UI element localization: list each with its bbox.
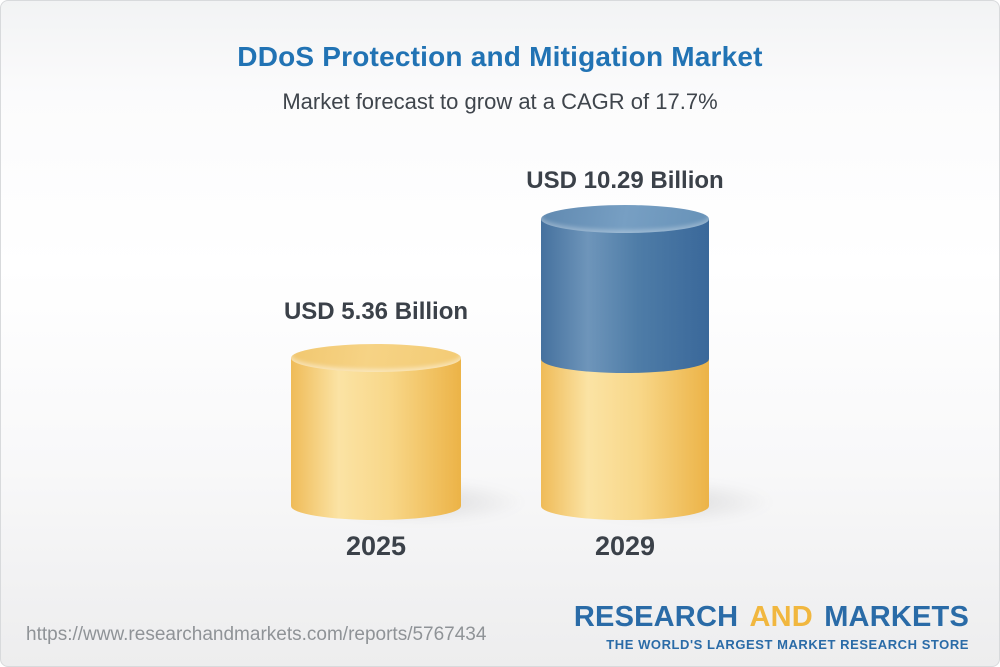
- cylinder-2025-cap: [291, 344, 461, 372]
- bar-2029-value-label: USD 10.29 Billion: [526, 167, 724, 194]
- logo-word-markets: MARKETS: [824, 601, 969, 633]
- cylinder-2025-body: [291, 358, 461, 520]
- cylinder-2029-blue-segment: [541, 219, 709, 373]
- brand-logo: RESEARCH AND MARKETS THE WORLD'S LARGEST…: [574, 601, 969, 652]
- logo-word-and: AND: [749, 601, 813, 633]
- logo-word-research: RESEARCH: [573, 601, 739, 633]
- cylinder-2029-yellow-segment: [541, 359, 709, 520]
- chart-subtitle: Market forecast to grow at a CAGR of 17.…: [282, 89, 718, 114]
- bar-2025-category-label: 2025: [345, 531, 407, 561]
- bar-2029-category-label: 2029: [594, 531, 656, 561]
- report-url: https://www.researchandmarkets.com/repor…: [26, 624, 487, 645]
- logo-wordmark: RESEARCH AND MARKETS: [574, 601, 969, 634]
- logo-tagline: THE WORLD'S LARGEST MARKET RESEARCH STOR…: [606, 637, 969, 652]
- cylinder-2029-cap: [541, 205, 709, 233]
- chart-title: DDoS Protection and Mitigation Market: [237, 41, 763, 72]
- bar-2025-value-label: USD 5.36 Billion: [283, 298, 469, 325]
